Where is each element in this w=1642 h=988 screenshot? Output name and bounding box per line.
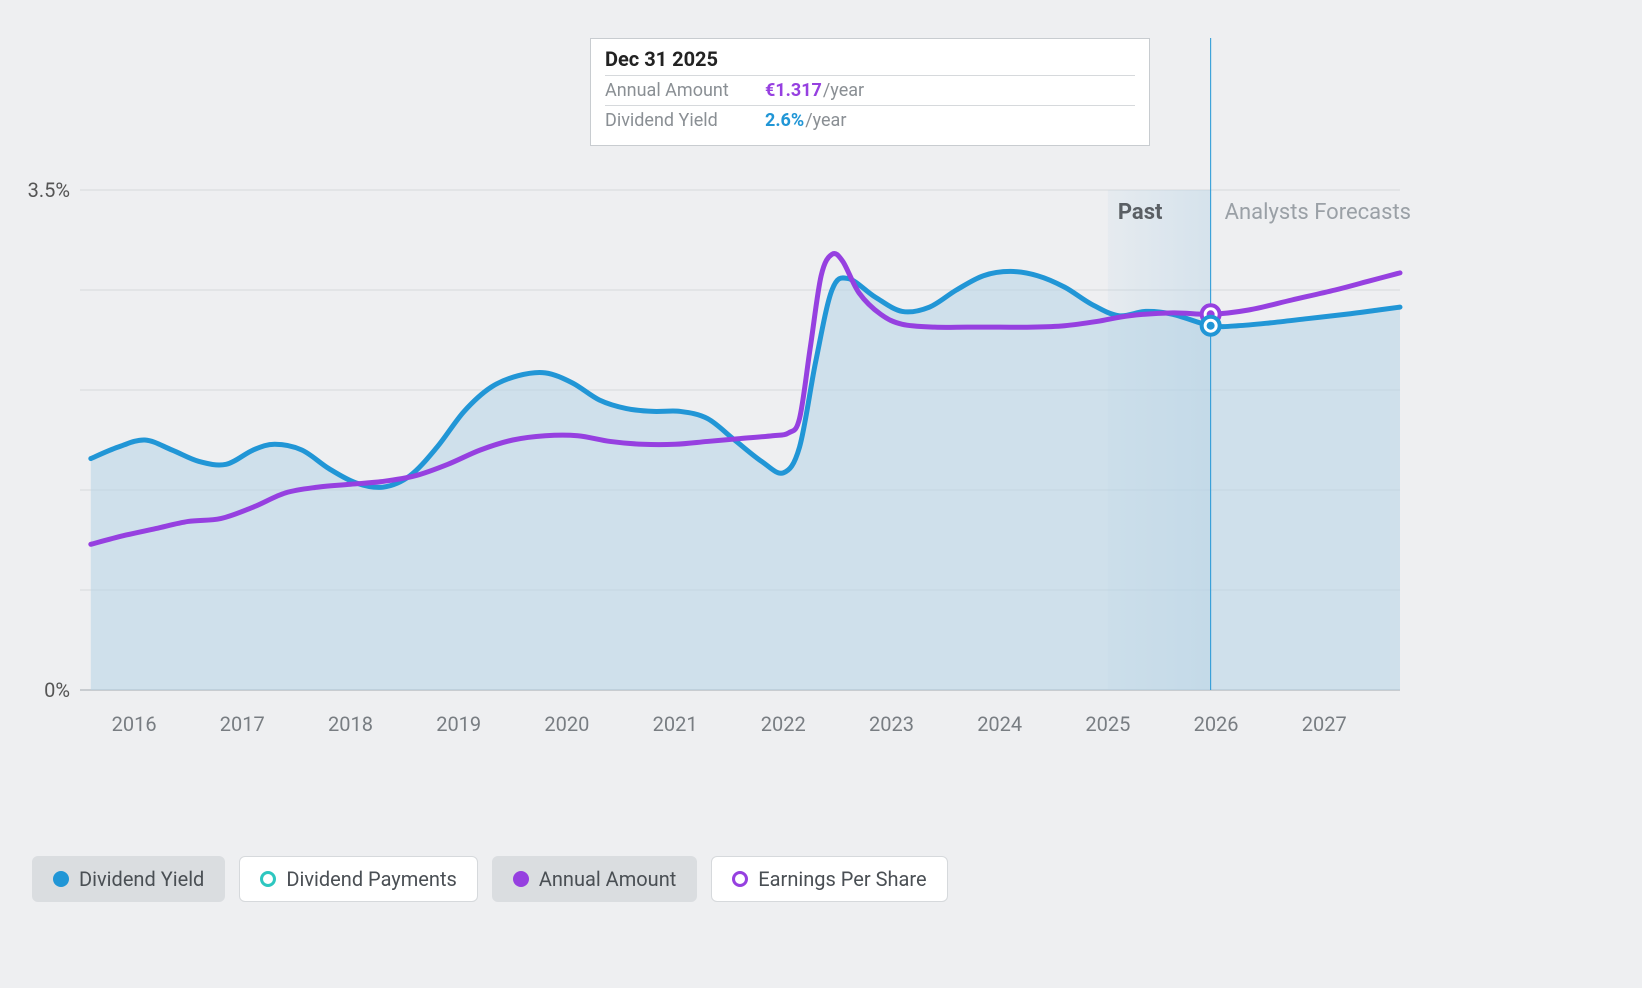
x-axis-tick-label: 2027 (1294, 712, 1354, 736)
y-axis-tick-label: 3.5% (10, 178, 70, 202)
tooltip-label: Dividend Yield (605, 110, 765, 131)
x-axis-tick-label: 2024 (970, 712, 1030, 736)
x-axis-tick-label: 2021 (645, 712, 705, 736)
tooltip-label: Annual Amount (605, 80, 765, 101)
x-axis-tick-label: 2016 (104, 712, 164, 736)
dividend-chart: Dec 31 2025 Annual Amount €1.317 /year D… (0, 0, 1642, 988)
legend-label: Earnings Per Share (758, 867, 926, 891)
tooltip-unit: /year (823, 80, 864, 101)
legend-dot-icon (513, 871, 529, 887)
x-axis-tick-label: 2019 (429, 712, 489, 736)
past-region-label: Past (1118, 200, 1163, 225)
x-axis-tick-label: 2022 (753, 712, 813, 736)
tooltip-row-annual-amount: Annual Amount €1.317 /year (605, 75, 1135, 105)
x-axis-tick-label: 2023 (861, 712, 921, 736)
legend-item-eps[interactable]: Earnings Per Share (711, 856, 947, 902)
x-axis-tick-label: 2025 (1078, 712, 1138, 736)
x-axis-tick-label: 2020 (537, 712, 597, 736)
chart-legend: Dividend Yield Dividend Payments Annual Am… (32, 856, 948, 902)
legend-label: Annual Amount (539, 867, 676, 891)
legend-label: Dividend Yield (79, 867, 204, 891)
legend-label: Dividend Payments (286, 867, 456, 891)
legend-item-dividend_yield[interactable]: Dividend Yield (32, 856, 225, 902)
x-axis-tick-label: 2017 (212, 712, 272, 736)
legend-item-annual_amount[interactable]: Annual Amount (492, 856, 697, 902)
x-axis-tick-label: 2026 (1186, 712, 1246, 736)
legend-ring-icon (260, 871, 276, 887)
legend-dot-icon (53, 871, 69, 887)
tooltip-unit: /year (805, 110, 846, 131)
tooltip-row-dividend-yield: Dividend Yield 2.6% /year (605, 105, 1135, 135)
tooltip-value: €1.317 (765, 80, 822, 101)
forecast-region-label: Analysts Forecasts (1225, 200, 1411, 225)
tooltip-date: Dec 31 2025 (605, 47, 1135, 75)
chart-svg[interactable] (0, 0, 1642, 988)
legend-item-dividend_payments[interactable]: Dividend Payments (239, 856, 477, 902)
chart-tooltip: Dec 31 2025 Annual Amount €1.317 /year D… (590, 38, 1150, 146)
x-axis-tick-label: 2018 (320, 712, 380, 736)
y-axis-tick-label: 0% (10, 678, 70, 702)
legend-ring-icon (732, 871, 748, 887)
tooltip-value: 2.6% (765, 110, 804, 131)
